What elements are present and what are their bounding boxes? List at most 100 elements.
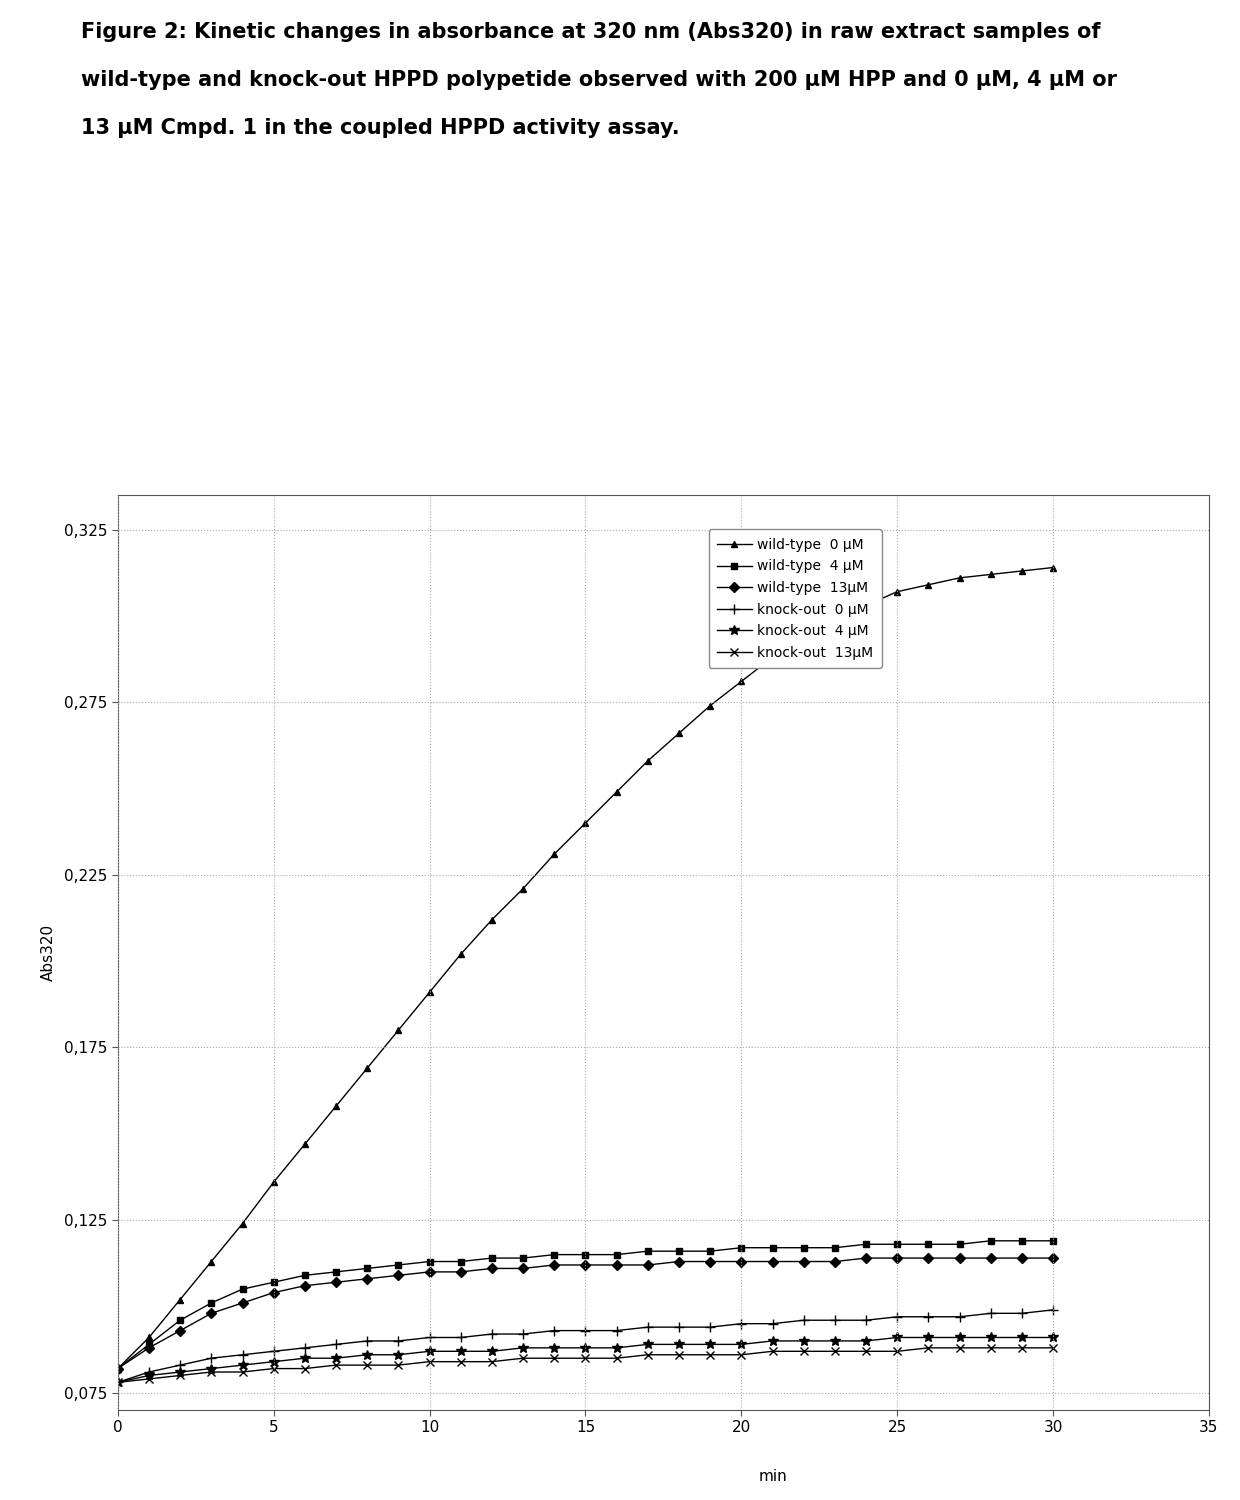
knock-out  13μM: [141, 1370, 156, 1388]
wild-type  13μM: [609, 1256, 624, 1274]
wild-type  0 μM: [921, 576, 936, 594]
knock-out  4 μM: [703, 1335, 718, 1353]
wild-type  13μM: [267, 1284, 281, 1302]
wild-type  4 μM: [609, 1245, 624, 1263]
knock-out  13μM: [827, 1342, 842, 1360]
wild-type  0 μM: [796, 627, 811, 645]
knock-out  4 μM: [827, 1332, 842, 1350]
knock-out  13μM: [391, 1356, 405, 1374]
wild-type  13μM: [360, 1270, 374, 1288]
wild-type  13μM: [827, 1252, 842, 1270]
Line: wild-type  0 μM: wild-type 0 μM: [114, 564, 1056, 1372]
knock-out  13μM: [236, 1364, 250, 1382]
Line: wild-type  13μM: wild-type 13μM: [114, 1254, 1056, 1372]
wild-type  13μM: [703, 1252, 718, 1270]
knock-out  4 μM: [236, 1356, 250, 1374]
knock-out  0 μM: [1045, 1300, 1060, 1318]
knock-out  0 μM: [921, 1308, 936, 1326]
wild-type  0 μM: [983, 566, 998, 584]
knock-out  13μM: [952, 1340, 967, 1358]
wild-type  13μM: [765, 1252, 780, 1270]
knock-out  0 μM: [547, 1322, 562, 1340]
knock-out  0 μM: [110, 1374, 125, 1392]
wild-type  4 μM: [110, 1359, 125, 1377]
knock-out  0 μM: [1014, 1305, 1029, 1323]
wild-type  4 μM: [890, 1236, 905, 1254]
wild-type  0 μM: [609, 783, 624, 801]
wild-type  4 μM: [422, 1252, 436, 1270]
knock-out  0 μM: [329, 1335, 343, 1353]
wild-type  0 μM: [578, 815, 593, 833]
knock-out  13μM: [765, 1342, 780, 1360]
wild-type  13μM: [329, 1274, 343, 1292]
Line: knock-out  0 μM: knock-out 0 μM: [113, 1305, 1058, 1388]
wild-type  0 μM: [640, 752, 655, 770]
Legend: wild-type  0 μM, wild-type  4 μM, wild-type  13μM, knock-out  0 μM, knock-out  4: wild-type 0 μM, wild-type 4 μM, wild-typ…: [708, 530, 882, 669]
wild-type  13μM: [952, 1250, 967, 1268]
knock-out  4 μM: [796, 1332, 811, 1350]
wild-type  13μM: [921, 1250, 936, 1268]
wild-type  4 μM: [485, 1250, 500, 1268]
wild-type  4 μM: [454, 1252, 469, 1270]
knock-out  13μM: [203, 1364, 218, 1382]
knock-out  4 μM: [672, 1335, 687, 1353]
knock-out  13μM: [672, 1346, 687, 1364]
knock-out  13μM: [110, 1374, 125, 1392]
wild-type  4 μM: [172, 1311, 187, 1329]
knock-out  4 μM: [267, 1353, 281, 1371]
Line: knock-out  13μM: knock-out 13μM: [114, 1344, 1058, 1386]
knock-out  0 μM: [391, 1332, 405, 1350]
wild-type  0 μM: [765, 648, 780, 666]
knock-out  13μM: [1045, 1340, 1060, 1358]
knock-out  4 μM: [952, 1329, 967, 1347]
wild-type  0 μM: [672, 724, 687, 742]
knock-out  13μM: [360, 1356, 374, 1374]
wild-type  0 μM: [703, 696, 718, 714]
knock-out  13μM: [454, 1353, 469, 1371]
knock-out  4 μM: [578, 1340, 593, 1358]
knock-out  0 μM: [734, 1314, 749, 1332]
knock-out  0 μM: [640, 1318, 655, 1336]
knock-out  0 μM: [141, 1364, 156, 1382]
knock-out  4 μM: [983, 1329, 998, 1347]
knock-out  4 μM: [172, 1364, 187, 1382]
knock-out  13μM: [858, 1342, 873, 1360]
knock-out  4 μM: [609, 1340, 624, 1358]
Y-axis label: Abs320: Abs320: [41, 924, 56, 981]
knock-out  4 μM: [110, 1374, 125, 1392]
knock-out  0 μM: [236, 1346, 250, 1364]
wild-type  0 μM: [110, 1359, 125, 1377]
wild-type  4 μM: [1045, 1232, 1060, 1250]
wild-type  0 μM: [734, 672, 749, 690]
wild-type  0 μM: [485, 910, 500, 928]
wild-type  4 μM: [391, 1256, 405, 1274]
wild-type  13μM: [734, 1252, 749, 1270]
knock-out  13μM: [983, 1340, 998, 1358]
knock-out  0 μM: [858, 1311, 873, 1329]
knock-out  0 μM: [890, 1308, 905, 1326]
knock-out  0 μM: [298, 1340, 312, 1358]
wild-type  0 μM: [360, 1059, 374, 1077]
wild-type  4 μM: [983, 1232, 998, 1250]
knock-out  4 μM: [890, 1329, 905, 1347]
knock-out  4 μM: [485, 1342, 500, 1360]
wild-type  4 μM: [703, 1242, 718, 1260]
wild-type  13μM: [110, 1359, 125, 1377]
Line: knock-out  4 μM: knock-out 4 μM: [113, 1332, 1058, 1388]
wild-type  13μM: [858, 1250, 873, 1268]
wild-type  13μM: [796, 1252, 811, 1270]
knock-out  13μM: [267, 1359, 281, 1377]
wild-type  4 μM: [329, 1263, 343, 1281]
knock-out  13μM: [1014, 1340, 1029, 1358]
wild-type  13μM: [516, 1260, 531, 1278]
wild-type  4 μM: [796, 1239, 811, 1257]
wild-type  0 μM: [454, 945, 469, 963]
wild-type  13μM: [983, 1250, 998, 1268]
knock-out  4 μM: [141, 1366, 156, 1384]
Text: Figure 2: Kinetic changes in absorbance at 320 nm (Abs320) in raw extract sample: Figure 2: Kinetic changes in absorbance …: [81, 22, 1100, 42]
wild-type  0 μM: [516, 879, 531, 897]
knock-out  13μM: [422, 1353, 436, 1371]
Text: wild-type and knock-out HPPD polypetide observed with 200 μM HPP and 0 μM, 4 μM : wild-type and knock-out HPPD polypetide …: [81, 70, 1116, 90]
wild-type  13μM: [547, 1256, 562, 1274]
wild-type  4 μM: [547, 1245, 562, 1263]
